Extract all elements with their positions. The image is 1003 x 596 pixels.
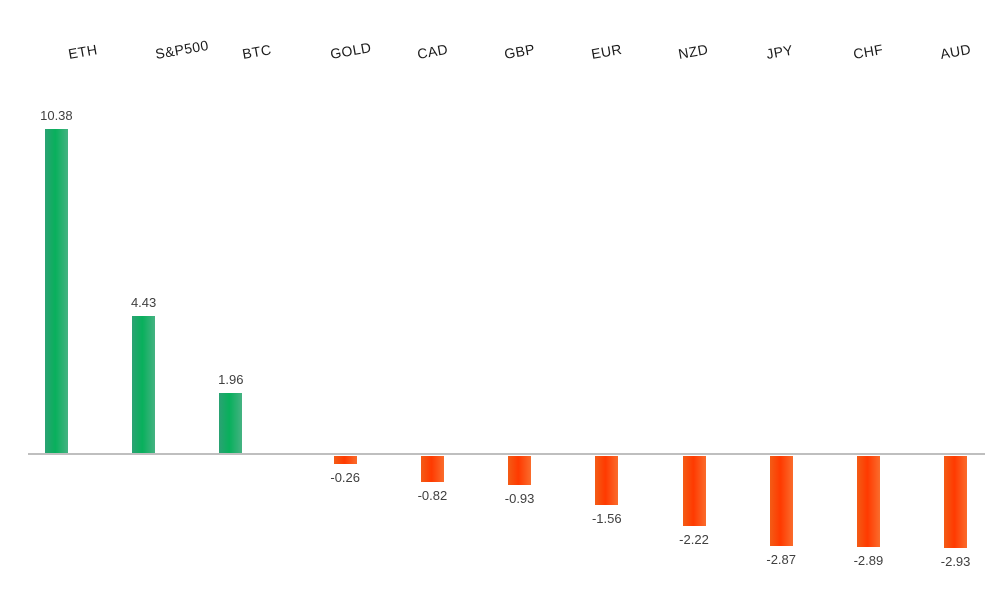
bar-eur — [595, 456, 619, 505]
bar-nzd — [682, 456, 706, 526]
category-label-nzd: NZD — [677, 41, 710, 63]
x-axis-baseline — [28, 453, 985, 455]
value-label-cad: -0.82 — [417, 487, 448, 503]
category-label-aud: AUD — [939, 40, 973, 63]
category-label-btc: BTC — [241, 41, 273, 63]
value-label-btc: 1.96 — [218, 372, 244, 388]
bar-gbp — [508, 456, 532, 486]
value-label-eur: -1.56 — [591, 510, 622, 526]
category-label-jpy: JPY — [764, 41, 794, 63]
bar-eth — [44, 129, 68, 455]
value-label-jpy: -2.87 — [766, 552, 796, 568]
category-label-eth: ETH — [67, 41, 99, 63]
bar-cad — [420, 456, 444, 482]
category-label-gbp: GBP — [503, 40, 537, 63]
value-label-gold: -0.26 — [330, 470, 360, 486]
value-label-eth: 10.38 — [40, 108, 73, 124]
category-label-chf: CHF — [851, 41, 885, 63]
bar-s-p500 — [132, 315, 156, 455]
category-label-eur: EUR — [590, 40, 624, 63]
value-label-gbp: -0.93 — [504, 491, 535, 507]
value-label-chf: -2.89 — [853, 552, 884, 568]
category-label-cad: CAD — [415, 40, 449, 63]
bar-gold — [333, 456, 357, 465]
bar-chf — [856, 456, 880, 547]
value-label-s-p500: 4.43 — [130, 294, 157, 310]
bar-jpy — [769, 456, 793, 547]
category-label-s-p500: S&P500 — [154, 36, 210, 63]
bar-btc — [219, 393, 243, 455]
value-label-aud: -2.93 — [940, 554, 971, 569]
value-label-nzd: -2.22 — [679, 531, 709, 547]
category-label-gold: GOLD — [328, 39, 373, 63]
bar-aud — [944, 456, 968, 548]
